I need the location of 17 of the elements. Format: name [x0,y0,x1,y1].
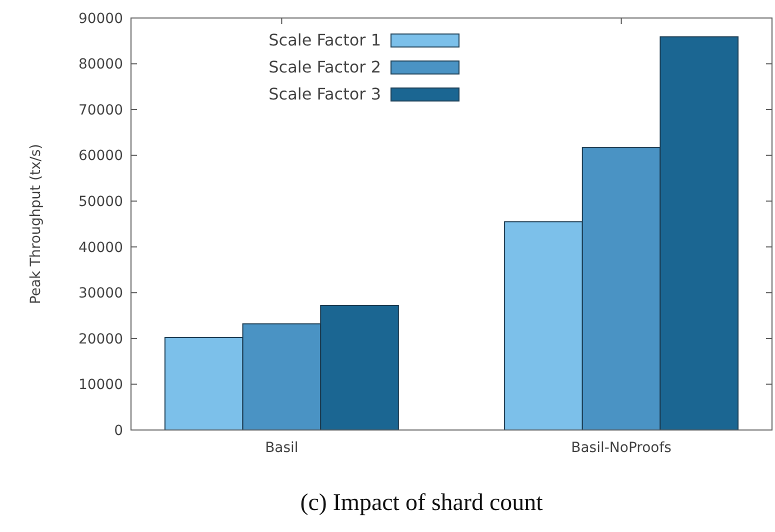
y-tick-label: 50000 [78,194,123,210]
y-tick-label: 20000 [78,331,123,348]
y-tick-label: 80000 [78,56,123,73]
x-tick-label: Basil [265,440,298,456]
y-axis-title: Peak Throughput (tx/s) [28,144,44,304]
y-tick-label: 90000 [78,10,123,27]
y-tick-label: 70000 [78,102,123,118]
y-tick-label: 30000 [78,286,123,302]
legend-label: Scale Factor 1 [268,30,381,50]
legend-label: Scale Factor 3 [268,84,381,104]
y-tick-label: 40000 [78,240,123,256]
y-tick-label: 0 [114,422,123,439]
y-tick-label: 10000 [78,377,123,394]
y-tick-label: 60000 [78,148,123,164]
x-tick-label: Basil-NoProofs [571,440,672,456]
text: (c) Impact of shard count [300,490,544,516]
legend-label: Scale Factor 2 [268,58,381,77]
